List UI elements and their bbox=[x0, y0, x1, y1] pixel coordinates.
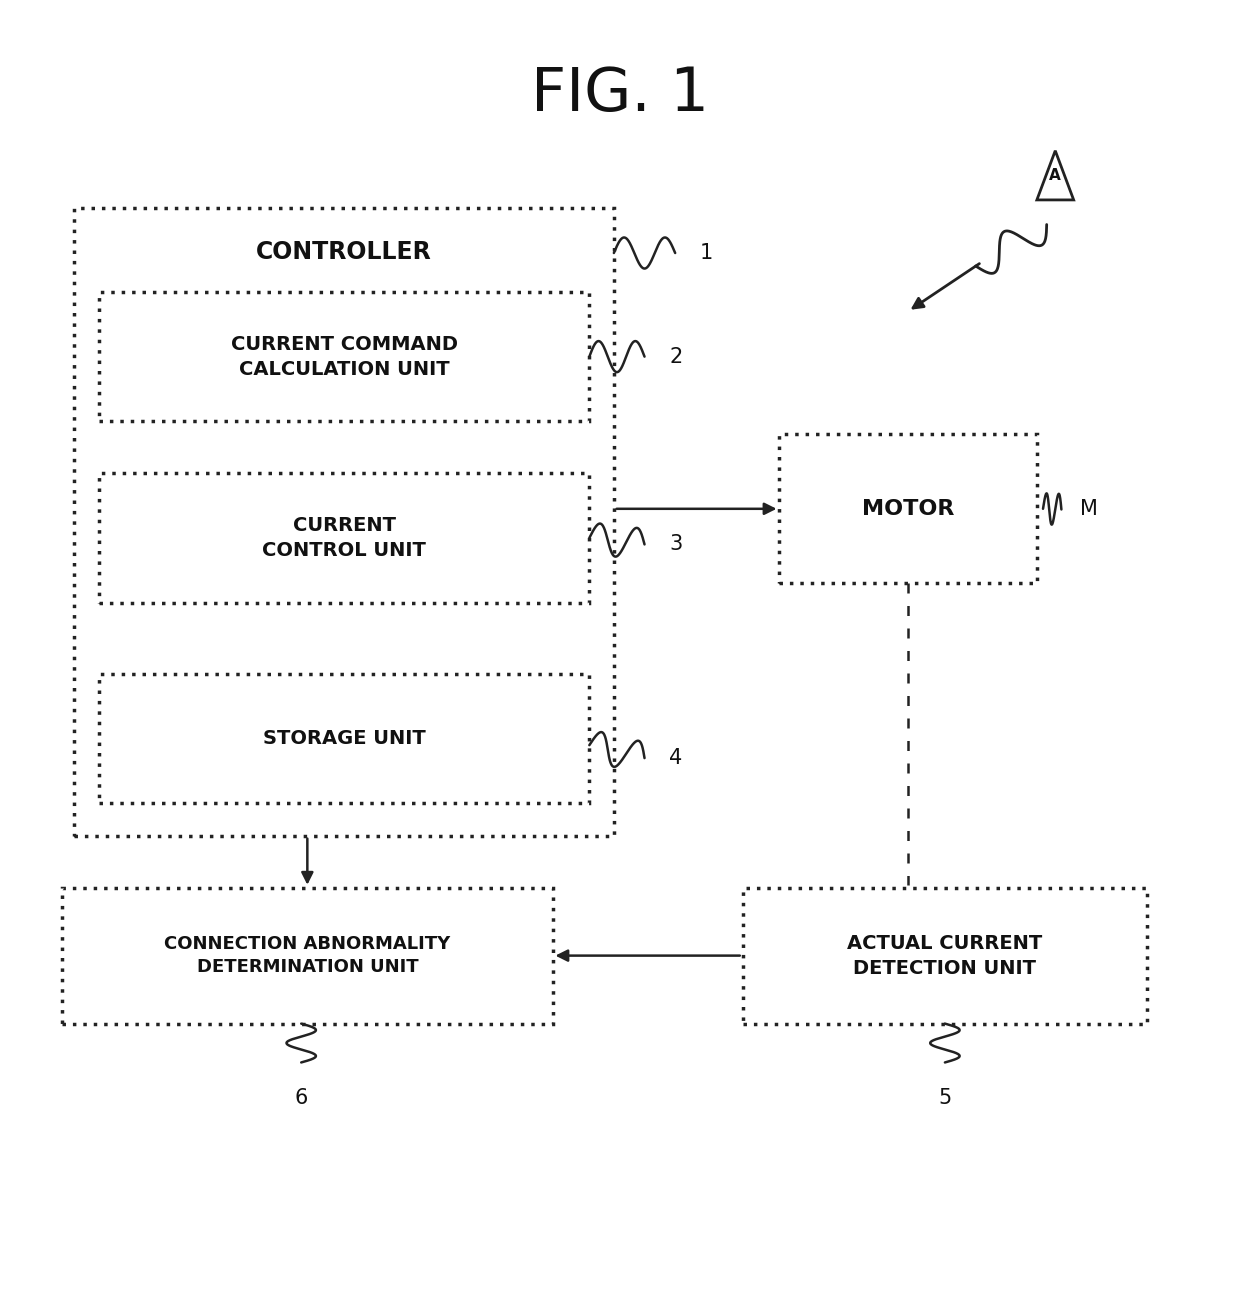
Text: 6: 6 bbox=[295, 1088, 308, 1109]
Text: 4: 4 bbox=[670, 749, 682, 768]
Bar bbox=[99, 473, 589, 602]
Text: 1: 1 bbox=[699, 243, 713, 263]
Text: MOTOR: MOTOR bbox=[862, 499, 955, 518]
Text: CURRENT COMMAND
CALCULATION UNIT: CURRENT COMMAND CALCULATION UNIT bbox=[231, 335, 458, 378]
Bar bbox=[780, 435, 1037, 584]
Text: CONTROLLER: CONTROLLER bbox=[257, 240, 432, 264]
Text: CURRENT
CONTROL UNIT: CURRENT CONTROL UNIT bbox=[262, 516, 427, 560]
Text: STORAGE UNIT: STORAGE UNIT bbox=[263, 729, 425, 749]
Text: ACTUAL CURRENT
DETECTION UNIT: ACTUAL CURRENT DETECTION UNIT bbox=[847, 933, 1043, 978]
Bar bbox=[99, 674, 589, 804]
Text: FIG. 1: FIG. 1 bbox=[531, 65, 709, 124]
Text: CONNECTION ABNORMALITY
DETERMINATION UNIT: CONNECTION ABNORMALITY DETERMINATION UNI… bbox=[164, 935, 450, 977]
Text: 5: 5 bbox=[939, 1088, 951, 1109]
Text: M: M bbox=[1080, 500, 1097, 520]
Text: A: A bbox=[1049, 168, 1061, 183]
Text: 3: 3 bbox=[670, 534, 682, 555]
Bar bbox=[743, 888, 1147, 1024]
Bar bbox=[74, 208, 614, 836]
Bar bbox=[99, 292, 589, 421]
Bar bbox=[62, 888, 553, 1024]
Polygon shape bbox=[1037, 151, 1074, 200]
Text: 2: 2 bbox=[670, 347, 682, 367]
